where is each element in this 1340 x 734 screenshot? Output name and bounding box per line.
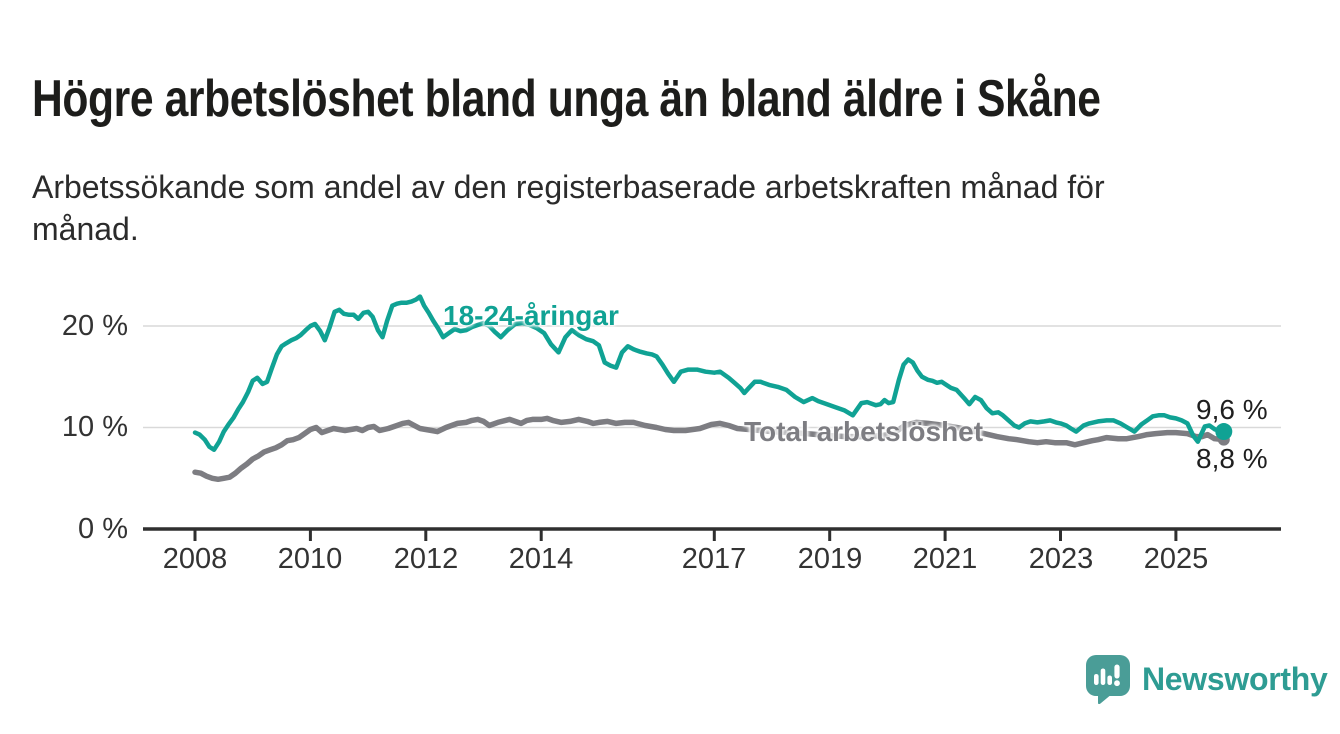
chart-subtitle: Arbetssökande som andel av den registerb… <box>32 169 1105 247</box>
bar-chart-speech-bubble-icon <box>1086 655 1130 705</box>
x-tick-label: 2019 <box>797 543 863 575</box>
x-tick-label: 2012 <box>393 543 459 575</box>
series-label-total: Total arbetslöshet <box>744 416 984 447</box>
y-tick-label-20: 20 % <box>61 310 128 342</box>
end-value-label-total: 8,8 % <box>1196 443 1268 474</box>
series-label-youth: 18-24-åringar <box>443 300 619 331</box>
x-tick-label: 2017 <box>681 543 747 575</box>
y-tick-label-10: 10 % <box>61 411 128 443</box>
x-tick-label: 2010 <box>277 543 343 575</box>
newsworthy-logo[interactable]: Newsworthy <box>1086 655 1328 705</box>
page-title: Högre arbetslöshet bland unga än bland ä… <box>32 69 1101 128</box>
y-tick-label-0: 0 % <box>78 513 128 545</box>
x-tick-label: 2021 <box>912 543 978 575</box>
x-tick-label: 2008 <box>162 543 228 575</box>
x-tick-label: 2023 <box>1028 543 1094 575</box>
x-tick-label: 2025 <box>1143 543 1209 575</box>
newsworthy-logo-text: Newsworthy <box>1142 661 1328 697</box>
x-tick-label: 2014 <box>508 543 574 575</box>
end-value-label-youth: 9,6 % <box>1196 394 1268 425</box>
